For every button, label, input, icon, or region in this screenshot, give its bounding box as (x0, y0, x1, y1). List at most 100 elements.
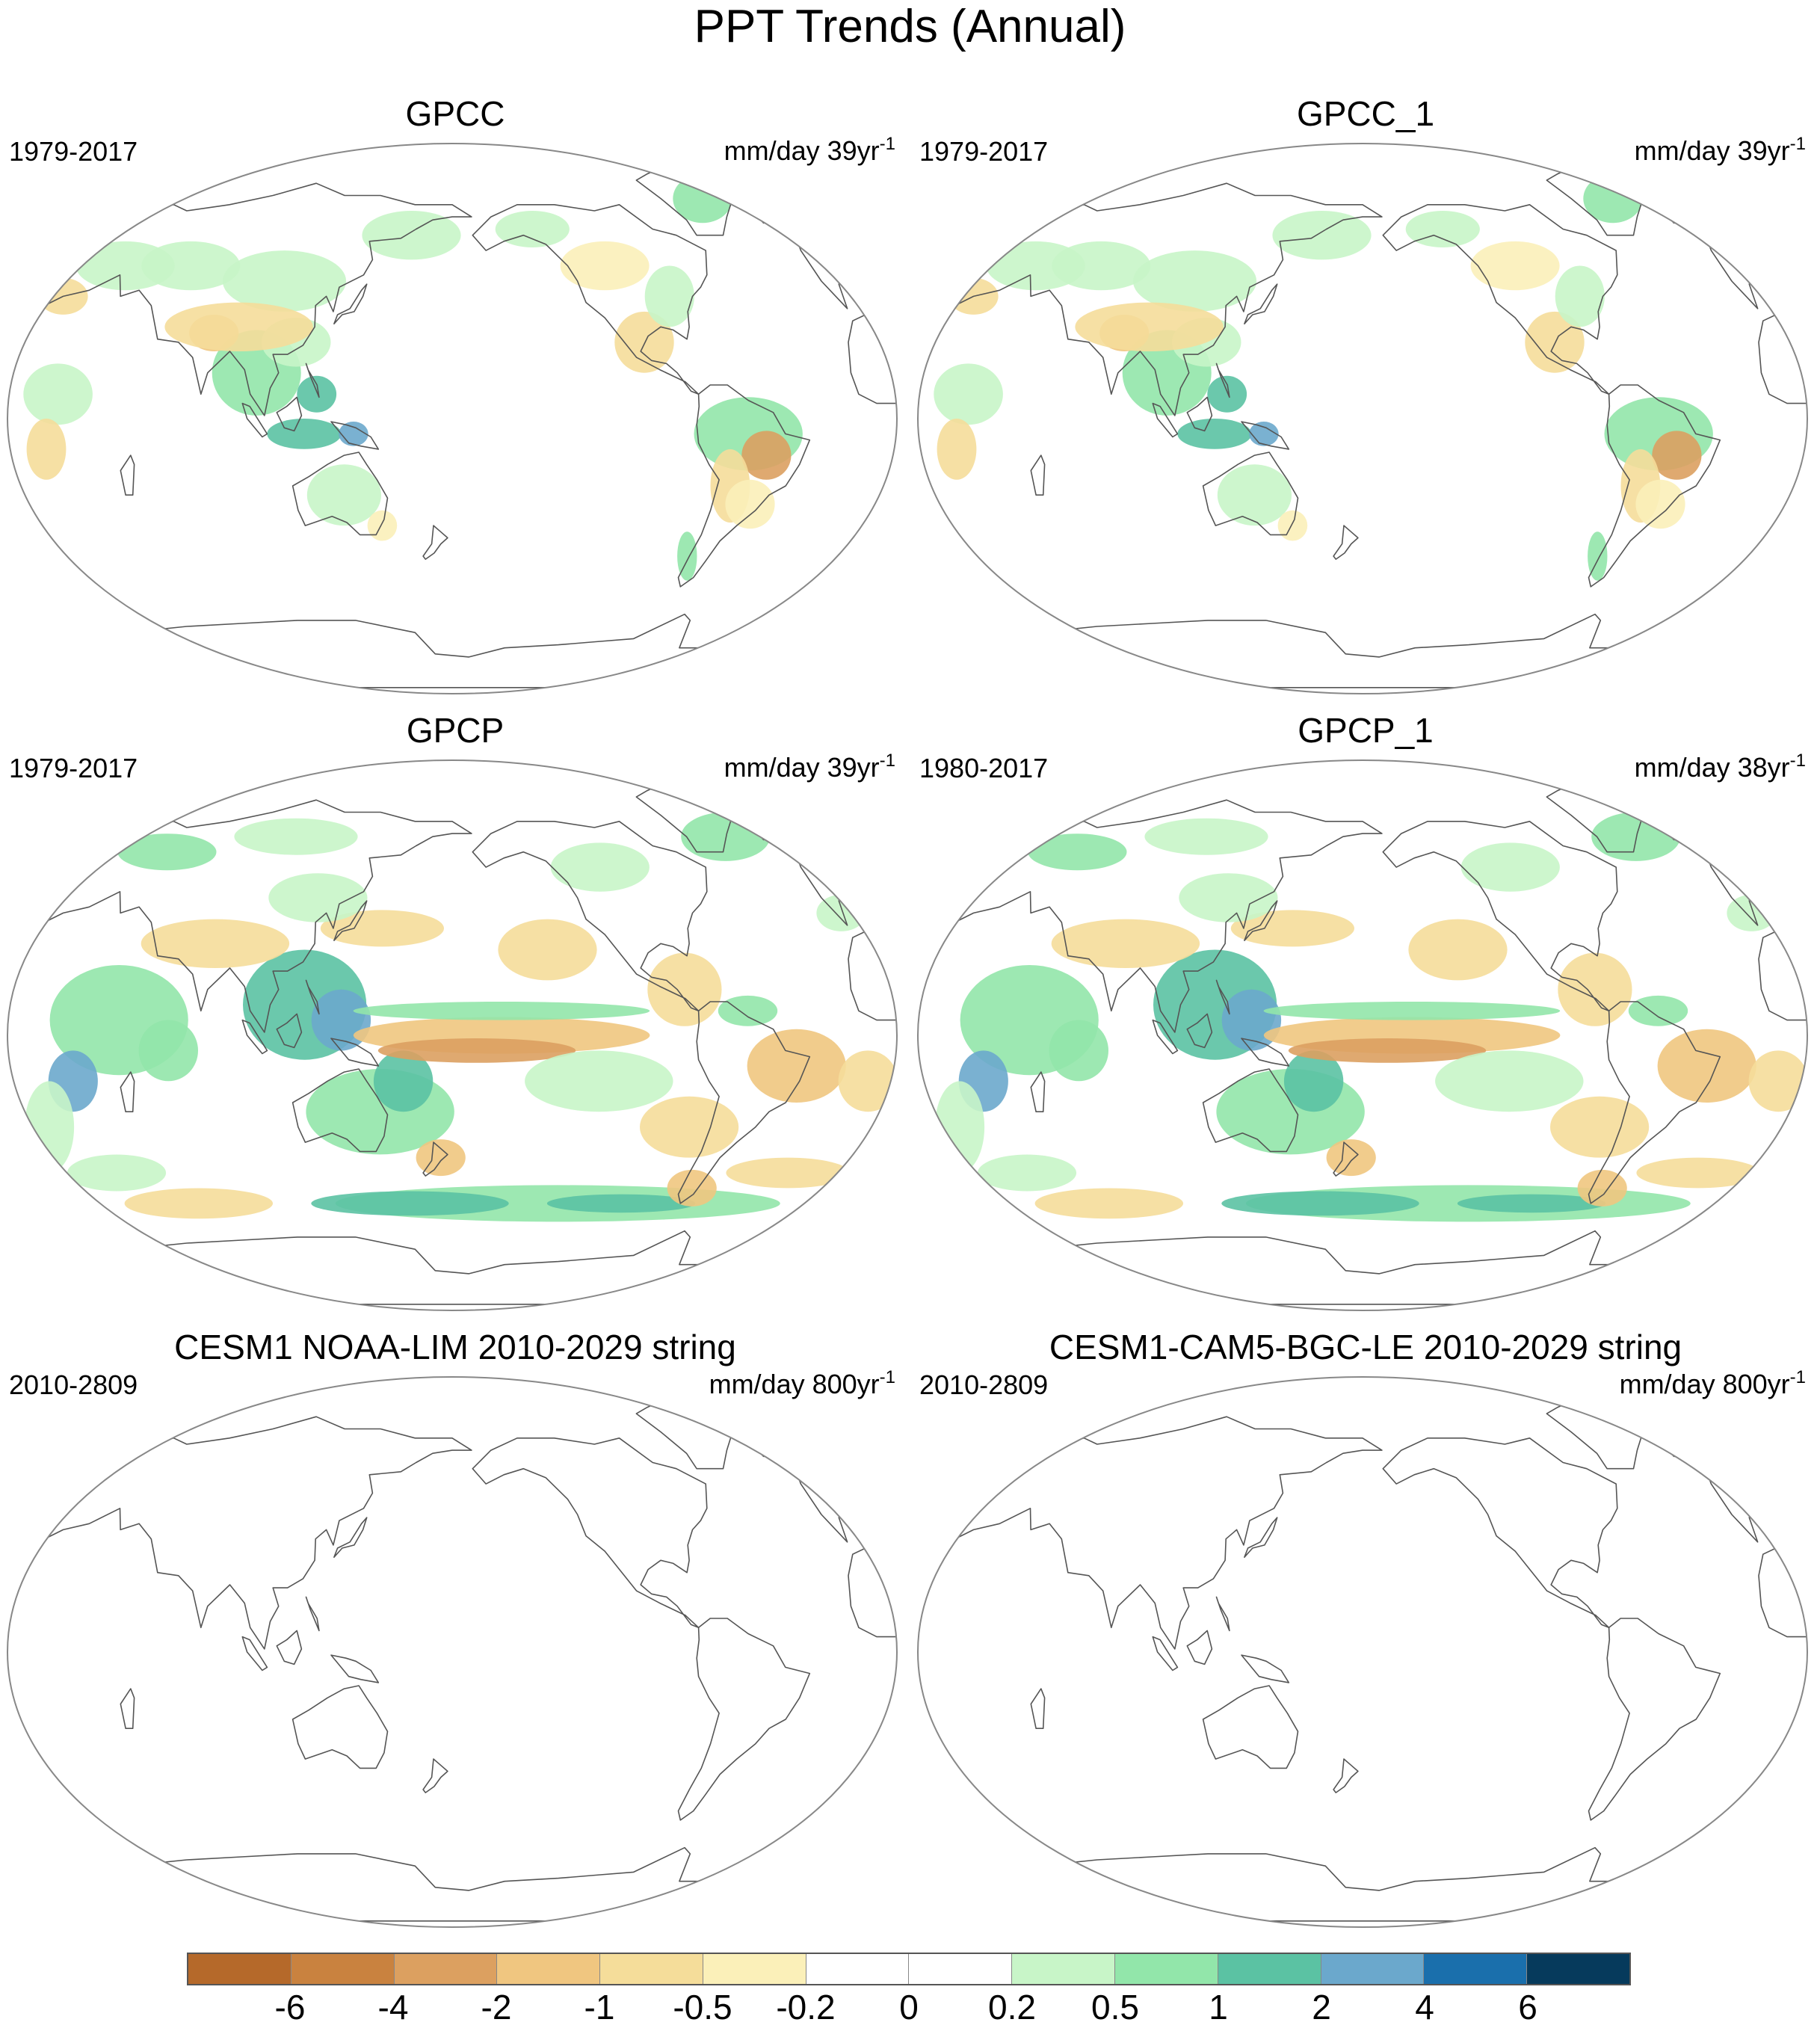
coastline-asia (942, 182, 1383, 416)
trend-field-blob (1132, 250, 1257, 312)
trend-field-blob (1408, 919, 1508, 981)
trend-field-blob (117, 833, 217, 871)
map-panel: GPCC_1 1979-2017 mm/day 39yr-1 (910, 90, 1820, 703)
trend-field-blob (1049, 1020, 1108, 1082)
trend-field-blob (725, 479, 775, 529)
coastline-north-america (1382, 204, 1618, 395)
coastline-madagascar (120, 1071, 135, 1113)
units-exponent: -1 (879, 134, 895, 154)
colorbar-segment (909, 1954, 1013, 1984)
trend-field-blob (1179, 873, 1278, 922)
coastline-philippines (1215, 979, 1230, 1015)
trend-field-blob (373, 1050, 434, 1112)
coastline-australia (291, 1068, 389, 1153)
colorbar-segment (1424, 1954, 1528, 1984)
trend-field-blob (1263, 1002, 1561, 1020)
period-label: 1979-2017 (919, 136, 1049, 167)
colorbar-tick-label: 1 (1209, 1988, 1228, 2027)
units-text: mm/day 38yr (1634, 752, 1790, 783)
coastline-madagascar (120, 1688, 135, 1730)
coastline-philippines (305, 1596, 320, 1632)
colorbar-segment (703, 1954, 806, 1984)
trend-field-blob (986, 241, 1085, 291)
coastline-madagascar (1030, 454, 1046, 496)
trend-field-blob (138, 1020, 198, 1082)
coastline-sumatra (241, 1019, 268, 1055)
trend-field-blob (1249, 422, 1279, 446)
trend-field-blob (1283, 1050, 1344, 1112)
colorbar-segment (291, 1954, 395, 1984)
map-border (7, 759, 898, 1311)
units-exponent: -1 (1789, 134, 1806, 154)
panel-title: GPCP (406, 711, 505, 750)
map-border (917, 1376, 1808, 1928)
coastline-south-america (1588, 384, 1721, 588)
coastline-philippines (305, 979, 320, 1015)
units-label: mm/day 39yr-1 (724, 129, 895, 167)
trend-field-blob (1051, 919, 1200, 968)
trend-field-blob (1221, 1191, 1419, 1216)
trend-field-blob (726, 1157, 850, 1189)
units-exponent: -1 (1789, 1367, 1806, 1387)
trend-field-blob (23, 363, 93, 425)
units-label: mm/day 800yr-1 (709, 1362, 895, 1400)
colorbar-segment (188, 1954, 291, 1984)
map-panel: GPCP 1979-2017 mm/day 39yr-1 (0, 706, 910, 1319)
coastline-australia (1202, 1685, 1299, 1769)
period-label: 2010-2809 (919, 1369, 1049, 1400)
coastline-new-zealand (1333, 525, 1359, 560)
trend-field-blob (1272, 211, 1372, 260)
map-panel: CESM1-CAM5-BGC-LE 2010-2029 string 2010-2… (910, 1323, 1820, 1936)
trend-field-blob (640, 1096, 739, 1158)
trend-field-blob (644, 265, 694, 327)
map-panel: GPCP_1 1980-2017 mm/day 38yr-1 (910, 706, 1820, 1319)
trend-field-blob (1207, 375, 1247, 413)
period-label: 1980-2017 (919, 753, 1049, 783)
trend-field-blob (124, 1188, 273, 1219)
coastline-new-zealand (1333, 1758, 1359, 1793)
coastline-sumatra (241, 1636, 268, 1671)
trend-field-blob (1435, 1050, 1584, 1112)
colorbar-segment (1321, 1954, 1425, 1984)
trend-field-blob (1588, 531, 1608, 581)
map-border (7, 1376, 898, 1928)
coastline-new-zealand (422, 1758, 448, 1793)
trend-field-blob (1405, 211, 1480, 247)
map-plot (7, 1376, 898, 1928)
coastline-indonesia-borneo (1186, 396, 1213, 432)
trend-field-blob (268, 873, 368, 922)
period-label: 2010-2809 (9, 1369, 138, 1400)
units-label: mm/day 39yr-1 (724, 745, 895, 783)
trend-field-blob (24, 1081, 75, 1173)
trend-field-blob (1028, 833, 1127, 871)
trend-field-blob (747, 1029, 846, 1103)
trend-field-blob (1460, 842, 1560, 892)
trend-field-blob (311, 1191, 509, 1216)
units-exponent: -1 (879, 1367, 895, 1387)
trend-field-blob (306, 464, 381, 526)
trend-field-blob (416, 1139, 466, 1177)
trend-field-blob (977, 1154, 1077, 1192)
trend-field-blob (141, 919, 290, 968)
trend-field-blob (1635, 479, 1685, 529)
trend-field-blob (1277, 510, 1308, 541)
trend-field-blob (934, 363, 1003, 425)
colorbar-segment (497, 1954, 601, 1984)
coastline-asia (31, 1416, 472, 1650)
trend-field-blob (525, 1050, 673, 1112)
colorbar-tick-label: 6 (1518, 1988, 1537, 2027)
coastline-indonesia-borneo (276, 396, 303, 432)
units-label: mm/day 39yr-1 (1635, 129, 1806, 167)
trend-field-blob (1034, 1188, 1183, 1219)
coastline-sumatra (1152, 1636, 1179, 1671)
coastline-new-guinea (1241, 1038, 1290, 1067)
coastline-madagascar (120, 454, 135, 496)
coastline-south-america (677, 1001, 811, 1204)
trend-field-blob (1555, 265, 1605, 327)
trend-field-blob (718, 995, 778, 1026)
coastline-philippines (1215, 363, 1230, 398)
trend-field-blob (1221, 989, 1282, 1051)
coastline-asia (942, 799, 1383, 1033)
trend-field-blob (1577, 1169, 1627, 1207)
coastline-new-guinea (1241, 1654, 1290, 1683)
